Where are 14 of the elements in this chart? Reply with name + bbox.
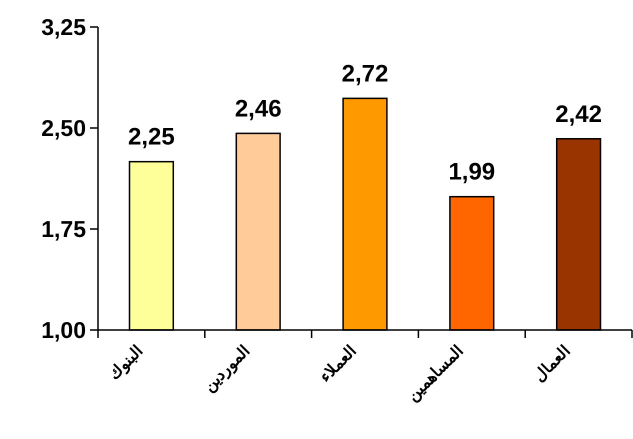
x-tick-label: الموردين <box>200 342 254 396</box>
y-tick-label: 3,25 <box>41 14 86 40</box>
data-label: 2,25 <box>128 124 175 151</box>
data-label: 2,46 <box>234 95 282 122</box>
x-tick-label: المساهمين <box>404 342 468 406</box>
data-label: 2,42 <box>555 100 602 128</box>
x-tick-label: العملاء <box>316 342 360 386</box>
y-tick-label: 1,75 <box>41 216 86 242</box>
data-label: 1,99 <box>448 158 496 186</box>
data-label: 2,72 <box>342 60 388 88</box>
y-tick-label: 1,00 <box>41 317 86 343</box>
y-tick-label: 2,50 <box>41 115 86 141</box>
x-tick-label: العمال <box>531 342 574 386</box>
x-tick-label: البنوك <box>106 342 147 384</box>
